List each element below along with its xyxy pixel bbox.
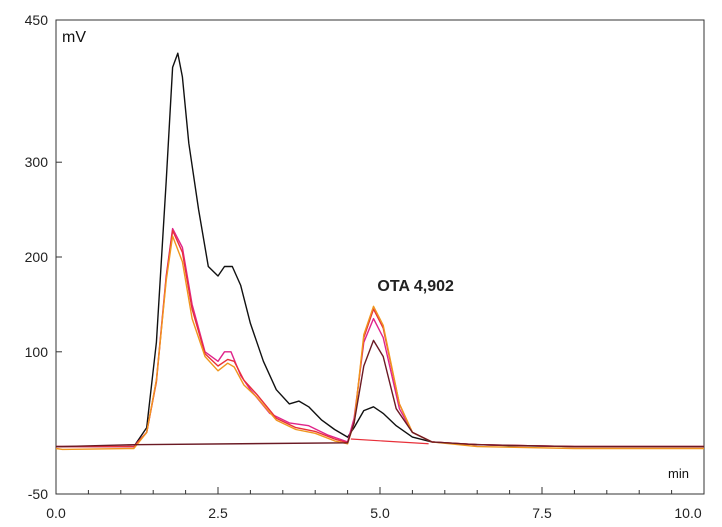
integration-baseline	[350, 438, 429, 445]
series-line-darkred	[56, 339, 704, 448]
x-tick-label: 7.5	[532, 505, 552, 521]
x-axis-minor-ticks	[55, 487, 705, 494]
x-tick-label: 0.0	[46, 505, 66, 521]
series-line-black	[56, 52, 704, 448]
y-tick-label: 300	[25, 154, 49, 170]
x-tick-label: 10.0	[674, 505, 701, 521]
y-tick-label: 200	[25, 249, 49, 265]
y-axis-ticks	[56, 19, 62, 495]
y-tick-label: 100	[25, 344, 49, 360]
baseline-layer	[350, 438, 429, 445]
y-axis-unit-label: mV	[62, 29, 86, 46]
x-tick-label: 5.0	[370, 505, 390, 521]
peak-annotation: OTA 4,902	[377, 278, 454, 295]
x-tick-label: 2.5	[208, 505, 228, 521]
series-layer	[55, 52, 704, 451]
series-line-orange	[55, 235, 704, 451]
y-tick-label: 450	[25, 12, 49, 28]
y-tick-label: -50	[28, 486, 48, 502]
x-axis-unit-label: min	[668, 466, 689, 481]
